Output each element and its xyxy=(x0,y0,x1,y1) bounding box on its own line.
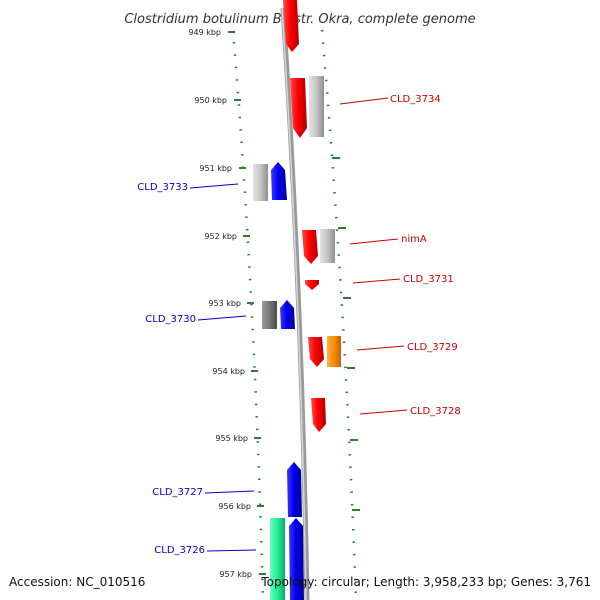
gene-label-cld-3729[interactable]: CLD_3729 xyxy=(407,342,458,353)
tick-ring-right xyxy=(320,29,358,600)
tick-label: 952 kbp xyxy=(204,232,237,241)
reverse-gene-arrow[interactable] xyxy=(289,518,304,600)
tick-label: 956 kbp xyxy=(218,502,251,511)
gene-block[interactable] xyxy=(253,164,268,201)
forward-gene-arrow[interactable] xyxy=(302,230,318,264)
genome-summary-text: Topology: circular; Length: 3,958,233 bp… xyxy=(260,575,591,589)
forward-gene-arrow[interactable] xyxy=(305,280,319,290)
genome-backbone xyxy=(280,7,310,600)
reverse-gene-arrow[interactable] xyxy=(271,162,287,200)
leader-line xyxy=(339,97,389,105)
genome-backbone-highlight xyxy=(281,7,307,600)
tick-label: 951 kbp xyxy=(199,164,232,173)
map-title: Clostridium botulinum B1 str. Okra, comp… xyxy=(124,12,475,27)
kbp-tick-marks xyxy=(228,31,360,575)
tick-ring-left xyxy=(232,41,265,600)
tick-label: 949 kbp xyxy=(188,28,221,37)
leader-line xyxy=(356,345,405,351)
gene-block[interactable] xyxy=(309,76,324,137)
leader-line xyxy=(197,315,247,321)
gene-block[interactable] xyxy=(262,301,277,329)
gene-block[interactable] xyxy=(320,229,335,263)
leader-line xyxy=(349,238,399,245)
gene-label-cld-3734[interactable]: CLD_3734 xyxy=(390,94,441,105)
tick-label: 953 kbp xyxy=(208,299,241,308)
tick-label: 957 kbp xyxy=(219,570,252,579)
gene-label-cld-3733[interactable]: CLD_3733 xyxy=(137,182,188,193)
tick-label: 950 kbp xyxy=(194,96,227,105)
gene-label-nima[interactable]: nimA xyxy=(401,234,427,245)
gene-features xyxy=(253,0,341,600)
gene-labels: CLD_3734 CLD_3733 nimA CLD_3731 CLD_3730… xyxy=(137,94,460,556)
leader-line xyxy=(206,549,257,552)
gene-block[interactable] xyxy=(270,518,285,600)
gene-label-cld-3728[interactable]: CLD_3728 xyxy=(410,406,461,417)
forward-gene-arrow[interactable] xyxy=(311,398,326,432)
kbp-tick-labels: 949 kbp 950 kbp 951 kbp 952 kbp 953 kbp … xyxy=(188,28,252,579)
leader-line xyxy=(189,183,239,189)
tick-label: 954 kbp xyxy=(212,367,245,376)
gene-label-cld-3727[interactable]: CLD_3727 xyxy=(152,487,203,498)
leader-line xyxy=(204,490,255,494)
leader-line xyxy=(359,409,408,415)
reverse-gene-arrow[interactable] xyxy=(280,300,295,329)
forward-gene-arrow[interactable] xyxy=(308,337,324,367)
gene-label-cld-3726[interactable]: CLD_3726 xyxy=(154,545,205,556)
tick-label: 955 kbp xyxy=(215,434,248,443)
gene-block[interactable] xyxy=(327,336,341,367)
accession-text: Accession: NC_010516 xyxy=(9,575,145,589)
gene-label-cld-3731[interactable]: CLD_3731 xyxy=(403,274,454,285)
forward-gene-arrow[interactable] xyxy=(283,0,299,52)
label-leaders xyxy=(189,97,408,552)
forward-gene-arrow[interactable] xyxy=(290,78,307,138)
reverse-gene-arrow[interactable] xyxy=(287,462,302,517)
leader-line xyxy=(352,278,401,284)
gene-label-cld-3730[interactable]: CLD_3730 xyxy=(145,314,196,325)
